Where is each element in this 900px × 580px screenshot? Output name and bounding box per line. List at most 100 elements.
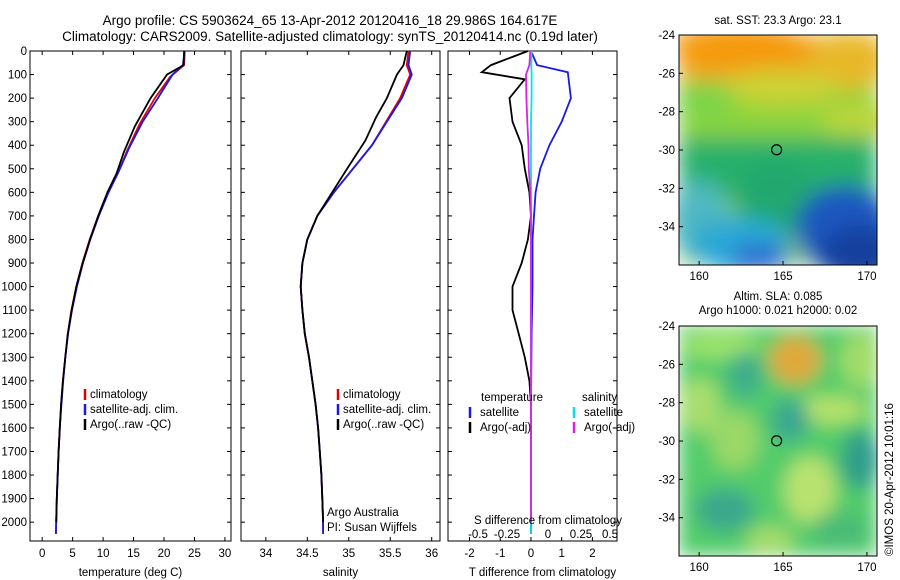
sal-xtick-label: 34 — [259, 548, 272, 560]
title-line-1: Argo profile: CS 5903624_65 13-Apr-2012 … — [102, 13, 558, 28]
temp-xtick-label: 0 — [39, 548, 45, 560]
sla-ytick-label: -24 — [658, 321, 675, 333]
sal-xtick-label: 36 — [425, 548, 438, 560]
sla-map-title-1: Altim. SLA: 0.085 — [733, 291, 823, 303]
depth-tick-label: 800 — [8, 234, 27, 246]
diff-xlabel-top: S difference from climatology — [474, 515, 622, 527]
sla-map — [678, 325, 878, 557]
diff-legend-label: satellite — [584, 407, 623, 419]
sst-ytick-label: -24 — [658, 30, 675, 42]
diff-series-line — [525, 50, 532, 523]
sla-xtick-label: 165 — [773, 562, 792, 574]
sla-map-title-2: Argo h1000: 0.021 h2000: 0.02 — [698, 305, 858, 317]
diff-legend-label: satellite — [480, 407, 519, 419]
sal-legend-label: satellite-adj. clim. — [343, 404, 431, 416]
temp-xtick-label: 10 — [97, 548, 110, 560]
temp-series-line — [55, 50, 185, 523]
diff-s-tick-label: 0.25 — [570, 529, 592, 541]
depth-tick-label: 1200 — [1, 329, 27, 341]
depth-tick-label: 100 — [8, 70, 27, 82]
sst-ytick-label: -30 — [658, 145, 675, 157]
sal-xtick-label: 35.5 — [379, 548, 401, 560]
diff-legend-heading: temperature — [481, 392, 543, 404]
sal-legend-label: climatology — [343, 389, 401, 401]
diff-legend-heading: salinity — [582, 392, 617, 404]
sla-xtick-label: 160 — [690, 562, 709, 574]
sst-ytick-label: -34 — [658, 222, 675, 234]
depth-tick-label: 500 — [8, 164, 27, 176]
temp-legend-label: satellite-adj. clim. — [90, 404, 178, 416]
depth-tick-label: 1900 — [1, 494, 27, 506]
depth-tick-label: 600 — [8, 187, 27, 199]
sst-argo-position-marker — [771, 144, 783, 156]
diff-xtick-label: 1 — [558, 548, 564, 560]
diff-legend-label: Argo(-adj) — [480, 422, 531, 434]
sla-ytick-label: -26 — [658, 359, 675, 371]
depth-tick-label: 1800 — [1, 470, 27, 482]
temp-xtick-label: 30 — [219, 548, 232, 560]
sal-frame — [240, 50, 441, 542]
diff-series-line — [530, 50, 572, 534]
depth-tick-label: 700 — [8, 211, 27, 223]
depth-tick-label: 900 — [8, 258, 27, 270]
diff-s-tick-label: 0 — [545, 529, 551, 541]
sal-xlabel: salinity — [323, 567, 358, 579]
sal-xtick-label: 34.5 — [296, 548, 318, 560]
diff-frame — [447, 50, 618, 542]
diff-xtick-label: -2 — [464, 548, 474, 560]
sal-series-line — [299, 50, 412, 534]
depth-tick-label: 300 — [8, 117, 27, 129]
sst-map-title: sat. SST: 23.3 Argo: 23.1 — [714, 15, 842, 27]
temp-xtick-label: 15 — [127, 548, 140, 560]
depth-tick-label: 1500 — [1, 399, 27, 411]
diff-series-line — [479, 50, 532, 523]
diff-legend-label: Argo(-adj) — [584, 422, 635, 434]
sla-argo-position-marker — [771, 435, 783, 447]
sst-xtick-label: 165 — [773, 271, 792, 283]
temp-xlabel: temperature (deg C) — [79, 567, 183, 579]
sst-xtick-label: 170 — [857, 271, 876, 283]
diff-xtick-label: 0 — [528, 548, 534, 560]
temp-xtick-label: 25 — [188, 548, 201, 560]
sst-ytick-label: -26 — [658, 68, 675, 80]
sst-ytick-label: -28 — [658, 107, 675, 119]
sst-xtick-label: 160 — [690, 271, 709, 283]
diff-s-tick-label: -0.25 — [494, 529, 520, 541]
sla-ytick-label: -30 — [658, 436, 675, 448]
imos-timestamp: ©IMOS 20-Apr-2012 10:01:16 — [884, 403, 896, 556]
depth-tick-label: 0 — [21, 46, 27, 58]
depth-tick-label: 200 — [8, 93, 27, 105]
diff-s-tick-label: -0.5 — [468, 529, 488, 541]
salinity-annotation: Argo Australia — [327, 507, 399, 519]
temp-frame — [29, 50, 232, 542]
sal-series-line — [299, 50, 413, 534]
salinity-annotation: PI: Susan Wijffels — [327, 522, 417, 534]
sla-ytick-label: -32 — [658, 474, 675, 486]
temp-xtick-label: 20 — [158, 548, 171, 560]
sal-series-line — [299, 50, 408, 523]
sla-ytick-label: -34 — [658, 513, 675, 525]
depth-tick-label: 2000 — [1, 517, 27, 529]
sst-map — [678, 34, 878, 266]
temp-xtick-label: 5 — [69, 548, 75, 560]
depth-tick-label: 1700 — [1, 446, 27, 458]
diff-xtick-label: -1 — [495, 548, 505, 560]
depth-tick-label: 1100 — [2, 305, 27, 317]
diff-xtick-label: 2 — [589, 548, 595, 560]
sst-ytick-label: -32 — [658, 183, 675, 195]
temp-legend-label: climatology — [90, 389, 148, 401]
sal-xtick-label: 35 — [342, 548, 355, 560]
depth-tick-label: 1300 — [1, 352, 27, 364]
sal-legend-label: Argo(..raw -QC) — [343, 419, 424, 431]
diff-s-tick-label: 0.5 — [602, 529, 618, 541]
depth-tick-label: 1600 — [1, 423, 27, 435]
sla-xtick-label: 170 — [857, 562, 876, 574]
diff-xlabel: T difference from climatology — [469, 567, 616, 579]
temp-legend-label: Argo(..raw -QC) — [90, 419, 171, 431]
title-line-2: Climatology: CARS2009. Satellite-adjuste… — [62, 29, 598, 44]
depth-tick-label: 1400 — [1, 376, 27, 388]
depth-tick-label: 1000 — [1, 282, 27, 294]
depth-tick-label: 400 — [8, 140, 27, 152]
sla-ytick-label: -28 — [658, 398, 675, 410]
